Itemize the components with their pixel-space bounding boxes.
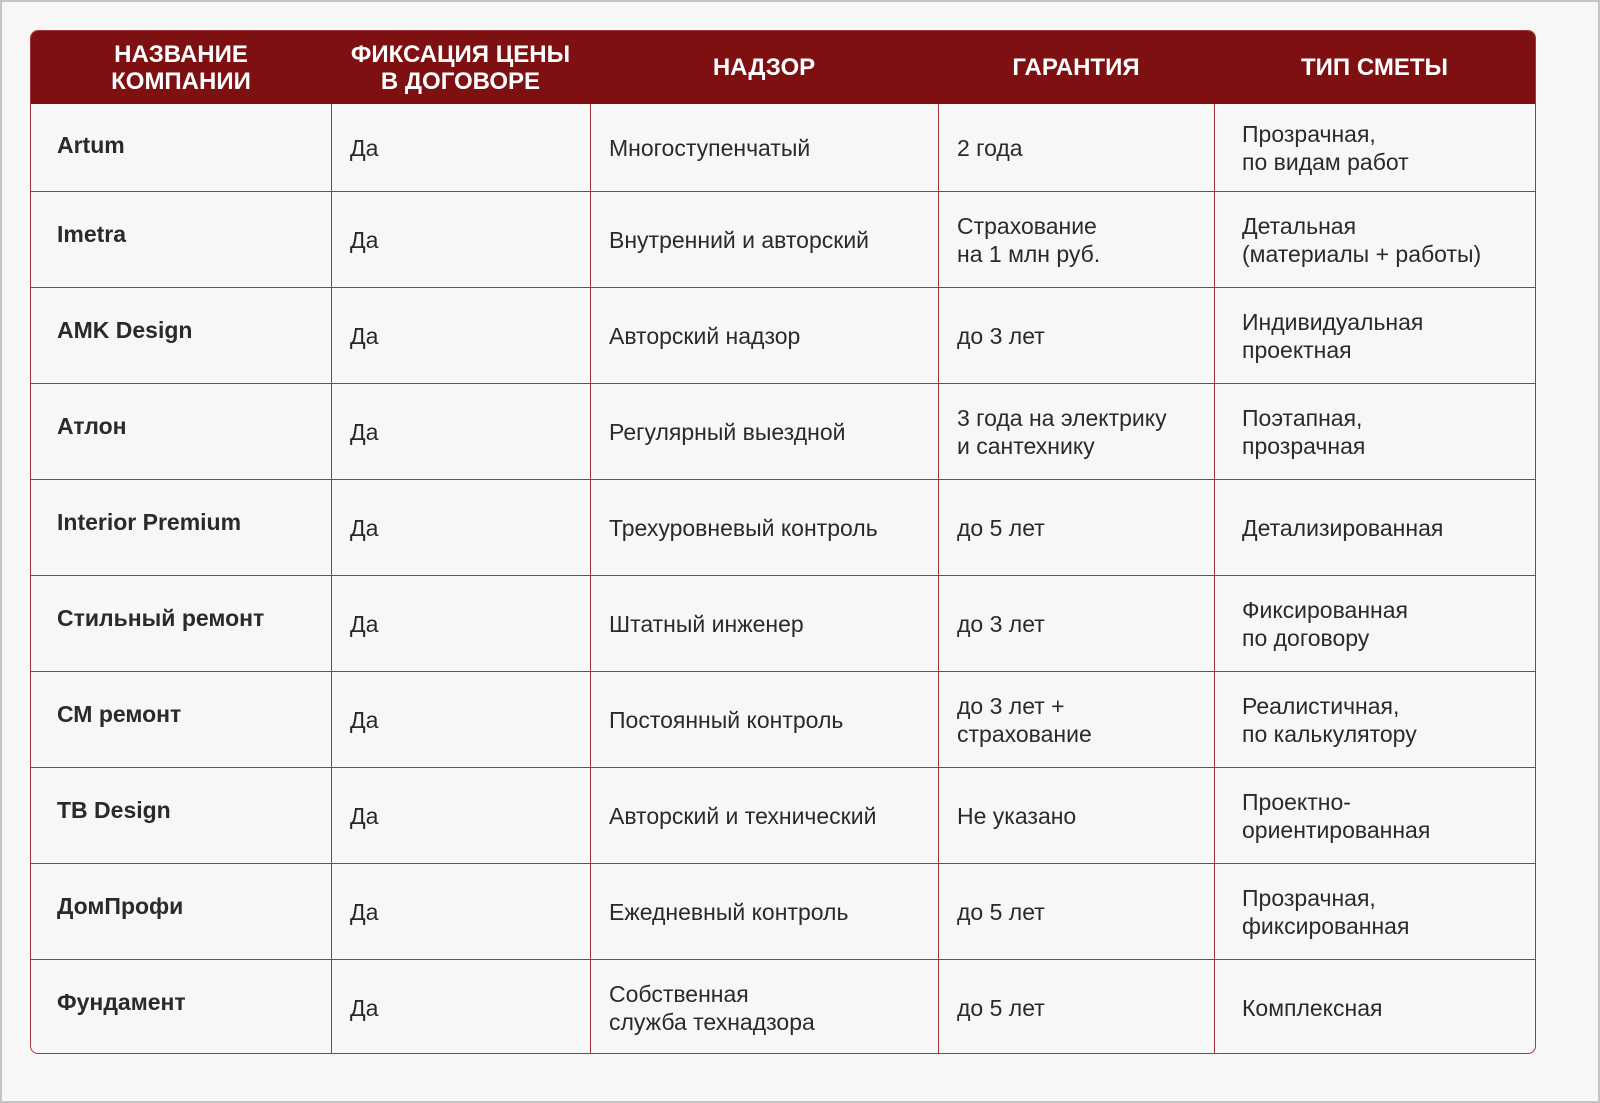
table-row: TB Design Да Авторский и технический Не ука… <box>31 767 1535 863</box>
price-fixation-cell: Да <box>331 384 590 479</box>
price-fixation-cell: Да <box>331 672 590 767</box>
company-cell: TB Design <box>57 797 171 823</box>
table-row: ДомПрофи Да Ежедневный контроль до 5 лет Про… <box>31 863 1535 959</box>
estimate-type-cell: Детальная (материалы + работы) <box>1214 192 1535 287</box>
warranty-cell: до 5 лет <box>938 864 1214 959</box>
warranty-cell: до 3 лет <box>938 288 1214 383</box>
supervision-cell: Внутренний и авторский <box>590 192 938 287</box>
price-fixation-cell: Да <box>331 288 590 383</box>
company-cell: Imetra <box>57 221 127 247</box>
supervision-cell: Многоступенчатый <box>590 104 938 191</box>
header-price-fixation: ФИКСАЦИЯ ЦЕНЫ В ДОГОВОРЕ <box>350 40 571 95</box>
estimate-type-cell: Проектно- ориентированная <box>1214 768 1535 863</box>
estimate-type-cell: Прозрачная, фиксированная <box>1214 864 1535 959</box>
table-row: Artum Да Многоступенчатый 2 года Прозрачная,… <box>31 104 1535 191</box>
warranty-cell: до 3 лет <box>938 576 1214 671</box>
table-header: НАЗВАНИЕ КОМПАНИИ ФИКСАЦИЯ ЦЕНЫ В ДОГОВО… <box>31 31 1535 104</box>
header-supervision: НАДЗОР <box>712 54 816 81</box>
table-row: Атлон Да Регулярный выездной 3 года на элек… <box>31 383 1535 479</box>
table-row: СМ ремонт Да Постоянный контроль до 3 лет +… <box>31 671 1535 767</box>
estimate-type-cell: Фиксированная по договору <box>1214 576 1535 671</box>
warranty-cell: до 3 лет + страхование <box>938 672 1214 767</box>
price-fixation-cell: Да <box>331 960 590 1053</box>
company-cell: Artum <box>57 132 125 158</box>
supervision-cell: Постоянный контроль <box>590 672 938 767</box>
price-fixation-cell: Да <box>331 576 590 671</box>
company-cell: Interior Premium <box>57 509 242 535</box>
supervision-cell: Авторский надзор <box>590 288 938 383</box>
table-row: Фундамент Да Собственная служба технадзора… <box>31 959 1535 1053</box>
estimate-type-cell: Комплексная <box>1214 960 1535 1053</box>
estimate-type-cell: Реалистичная, по калькулятору <box>1214 672 1535 767</box>
price-fixation-cell: Да <box>331 104 590 191</box>
header-company: НАЗВАНИЕ КОМПАНИИ <box>111 40 251 95</box>
table-row: Interior Premium Да Трехуровневый контроль… <box>31 479 1535 575</box>
table-row: Imetra Да Внутренний и авторский Страховани… <box>31 191 1535 287</box>
table-row: AMK Design Да Авторский надзор до 3 лет Инди… <box>31 287 1535 383</box>
warranty-cell: Не указано <box>938 768 1214 863</box>
company-cell: Стильный ремонт <box>57 605 265 631</box>
supervision-cell: Авторский и технический <box>590 768 938 863</box>
price-fixation-cell: Да <box>331 768 590 863</box>
warranty-cell: до 5 лет <box>938 960 1214 1053</box>
price-fixation-cell: Да <box>331 480 590 575</box>
warranty-cell: 2 года <box>938 104 1214 191</box>
table-row: Стильный ремонт Да Штатный инженер до 3 лет… <box>31 575 1535 671</box>
supervision-cell: Регулярный выездной <box>590 384 938 479</box>
price-fixation-cell: Да <box>331 192 590 287</box>
warranty-cell: до 5 лет <box>938 480 1214 575</box>
company-cell: ДомПрофи <box>57 893 184 919</box>
warranty-cell: 3 года на электрику и сантехнику <box>938 384 1214 479</box>
company-cell: Атлон <box>57 413 127 439</box>
table-body: Artum Да Многоступенчатый 2 года Прозрачная,… <box>31 104 1535 1053</box>
supervision-cell: Трехуровневый контроль <box>590 480 938 575</box>
warranty-cell: Страхование на 1 млн руб. <box>938 192 1214 287</box>
estimate-type-cell: Индивидуальная проектная <box>1214 288 1535 383</box>
company-cell: Фундамент <box>57 989 186 1015</box>
supervision-cell: Ежедневный контроль <box>590 864 938 959</box>
company-cell: СМ ремонт <box>57 701 182 727</box>
supervision-cell: Собственная служба технадзора <box>590 960 938 1053</box>
estimate-type-cell: Прозрачная, по видам работ <box>1214 104 1535 191</box>
supervision-cell: Штатный инженер <box>590 576 938 671</box>
header-warranty: ГАРАНТИЯ <box>1012 54 1140 81</box>
estimate-type-cell: Поэтапная, прозрачная <box>1214 384 1535 479</box>
estimate-type-cell: Детализированная <box>1214 480 1535 575</box>
header-estimate-type: ТИП СМЕТЫ <box>1301 54 1448 81</box>
company-cell: AMK Design <box>57 317 193 343</box>
price-fixation-cell: Да <box>331 864 590 959</box>
comparison-table: НАЗВАНИЕ КОМПАНИИ ФИКСАЦИЯ ЦЕНЫ В ДОГОВО… <box>30 30 1536 1054</box>
